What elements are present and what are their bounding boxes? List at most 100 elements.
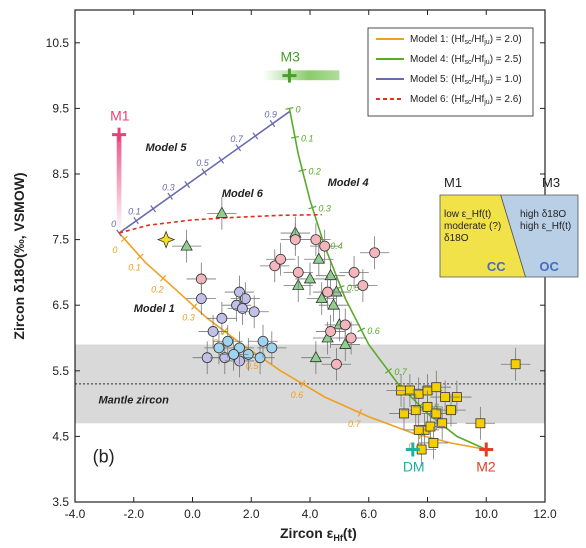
circles_lavender-point — [237, 303, 248, 314]
model1-tick-label: 0.2 — [151, 284, 164, 294]
model6-curve — [118, 213, 322, 234]
x-tick-label: 8.0 — [419, 507, 436, 521]
circles_blue-point — [254, 352, 266, 364]
legend: Model 1: (Hfsc/Hfju) = 2.0) Model 4: (Hfs… — [367, 27, 534, 117]
mantle-band-label: Mantle zircon — [99, 395, 170, 407]
model1-tick-label: 0.7 — [348, 419, 362, 429]
model5-tick-label: 0.3 — [162, 182, 175, 192]
model1-tick — [120, 235, 128, 243]
x-tick-label: 2.0 — [243, 507, 260, 521]
squares-point — [475, 418, 486, 429]
circles_lavender-point — [239, 293, 251, 305]
legend-box — [367, 27, 534, 117]
squares-point — [428, 438, 439, 448]
triangles-point — [303, 272, 317, 284]
inset-m1-label: M1 — [444, 175, 462, 190]
model4-tick-label: 0.3 — [318, 204, 331, 214]
circles_pink-point — [322, 286, 334, 298]
model5-tick-label: 0.5 — [196, 158, 210, 168]
model5-tick — [116, 229, 122, 237]
y-tick-label: 6.5 — [52, 298, 69, 312]
circles_lavender-point — [216, 312, 228, 324]
legend-entry: Model 1: (Hfsc/Hfju) = 2.0) — [410, 34, 522, 46]
model1-label: Model 1 — [134, 303, 175, 315]
squares-point — [431, 382, 442, 393]
inset-diagram: M1 M3 low ε_Hf(t)moderate (?)δ18O high δ18O… — [439, 175, 579, 278]
x-tick-label: -2.0 — [123, 507, 144, 521]
model5-tick — [218, 156, 225, 164]
y-axis-label: Zircon δ18O(‰, VSMOW) — [11, 172, 27, 339]
endmember-m3-label: M3 — [280, 49, 300, 65]
squares-point — [440, 392, 451, 402]
y-tick-label: 7.5 — [52, 233, 69, 247]
model1-tick — [136, 253, 144, 260]
triangles-point — [315, 291, 328, 304]
circles_lavender-point — [207, 326, 219, 337]
y-tick-label: 9.5 — [52, 101, 69, 115]
model4-tick — [384, 368, 392, 374]
circles_blue-point — [266, 342, 278, 354]
circles_lavender-point — [195, 293, 207, 305]
x-axis-label: Zircon εHf(t) — [280, 525, 357, 543]
circles_pink-point — [357, 280, 369, 291]
model4-tick — [290, 135, 300, 139]
endmember-dm-label: DM — [403, 459, 425, 475]
model1-tick — [300, 380, 306, 388]
model1-tick-label: 0.1 — [128, 263, 141, 273]
circles_pink-point — [345, 332, 357, 344]
m1-gradient-bar — [116, 134, 122, 234]
circles_lavender-point — [248, 306, 260, 318]
axes-layer: -4.0 -2.0 0.0 2.0 4.0 6.0 8.0 10.0 12.0 3.5 4.5 5.5… — [11, 9, 557, 543]
x-tick-label: -4.0 — [65, 507, 86, 521]
legend-entry: Model 4: (Hfsc/Hfju) = 2.5) — [410, 54, 522, 66]
m3-gradient-bar — [263, 70, 340, 81]
model4-tick-label: 0.1 — [301, 133, 314, 143]
triangles-point — [180, 239, 193, 251]
y-tick-label: 8.5 — [52, 167, 69, 181]
model5-tick — [235, 144, 242, 152]
model6-label: Model 6 — [222, 188, 264, 200]
y-tick-label: 5.5 — [52, 364, 69, 378]
circles_pink-point — [292, 266, 304, 278]
y-tick-label: 3.5 — [52, 495, 69, 509]
model5-tick — [252, 132, 259, 140]
inset-left-text: δ18O — [444, 233, 469, 244]
model4-tick-label: 0.7 — [394, 367, 408, 377]
model5-tick — [150, 205, 156, 213]
model5-tick — [167, 192, 173, 200]
squares-point — [410, 405, 421, 416]
star-point — [157, 230, 176, 249]
model1-tick — [357, 408, 363, 417]
x-tick-label: 6.0 — [360, 507, 377, 521]
circles_pink-point — [289, 234, 301, 246]
y-tick-label: 4.5 — [52, 429, 69, 443]
model4-tick-label: 0 — [295, 104, 300, 114]
circles_pink-point — [325, 326, 336, 337]
model4-tick — [357, 327, 366, 333]
model4-tick-label: 0.2 — [308, 166, 321, 176]
x-tick-label: 4.0 — [302, 507, 319, 521]
triangles-point — [327, 298, 340, 310]
model4-tick — [298, 168, 307, 172]
inset-left-text: moderate (?) — [444, 221, 501, 232]
triangles-point — [309, 350, 323, 363]
triangles-point — [339, 337, 352, 349]
circles_blue-point — [213, 342, 225, 354]
circles_pink-point — [275, 253, 287, 265]
panel-label: (b) — [93, 447, 115, 467]
squares-point — [399, 408, 409, 419]
model4-label: Model 4 — [328, 177, 369, 189]
circles_pink-point — [319, 240, 331, 252]
model1-tick-label: 0.6 — [291, 390, 304, 400]
inset-m3-label: M3 — [542, 175, 560, 190]
model5-tick — [201, 168, 208, 176]
data-points-layer: M1 M3 M2 DM — [110, 49, 531, 475]
inset-oc-region — [500, 194, 579, 278]
inset-right-text: high δ18O — [520, 209, 566, 220]
legend-entry: Model 5: (Hfsc/Hfju) = 1.0) — [410, 74, 522, 86]
endmember-m2-label: M2 — [476, 459, 496, 475]
model4-tick-label: 0.6 — [367, 326, 380, 336]
inset-left-text: low ε_Hf(t) — [444, 209, 491, 220]
model4-tick — [308, 205, 317, 210]
